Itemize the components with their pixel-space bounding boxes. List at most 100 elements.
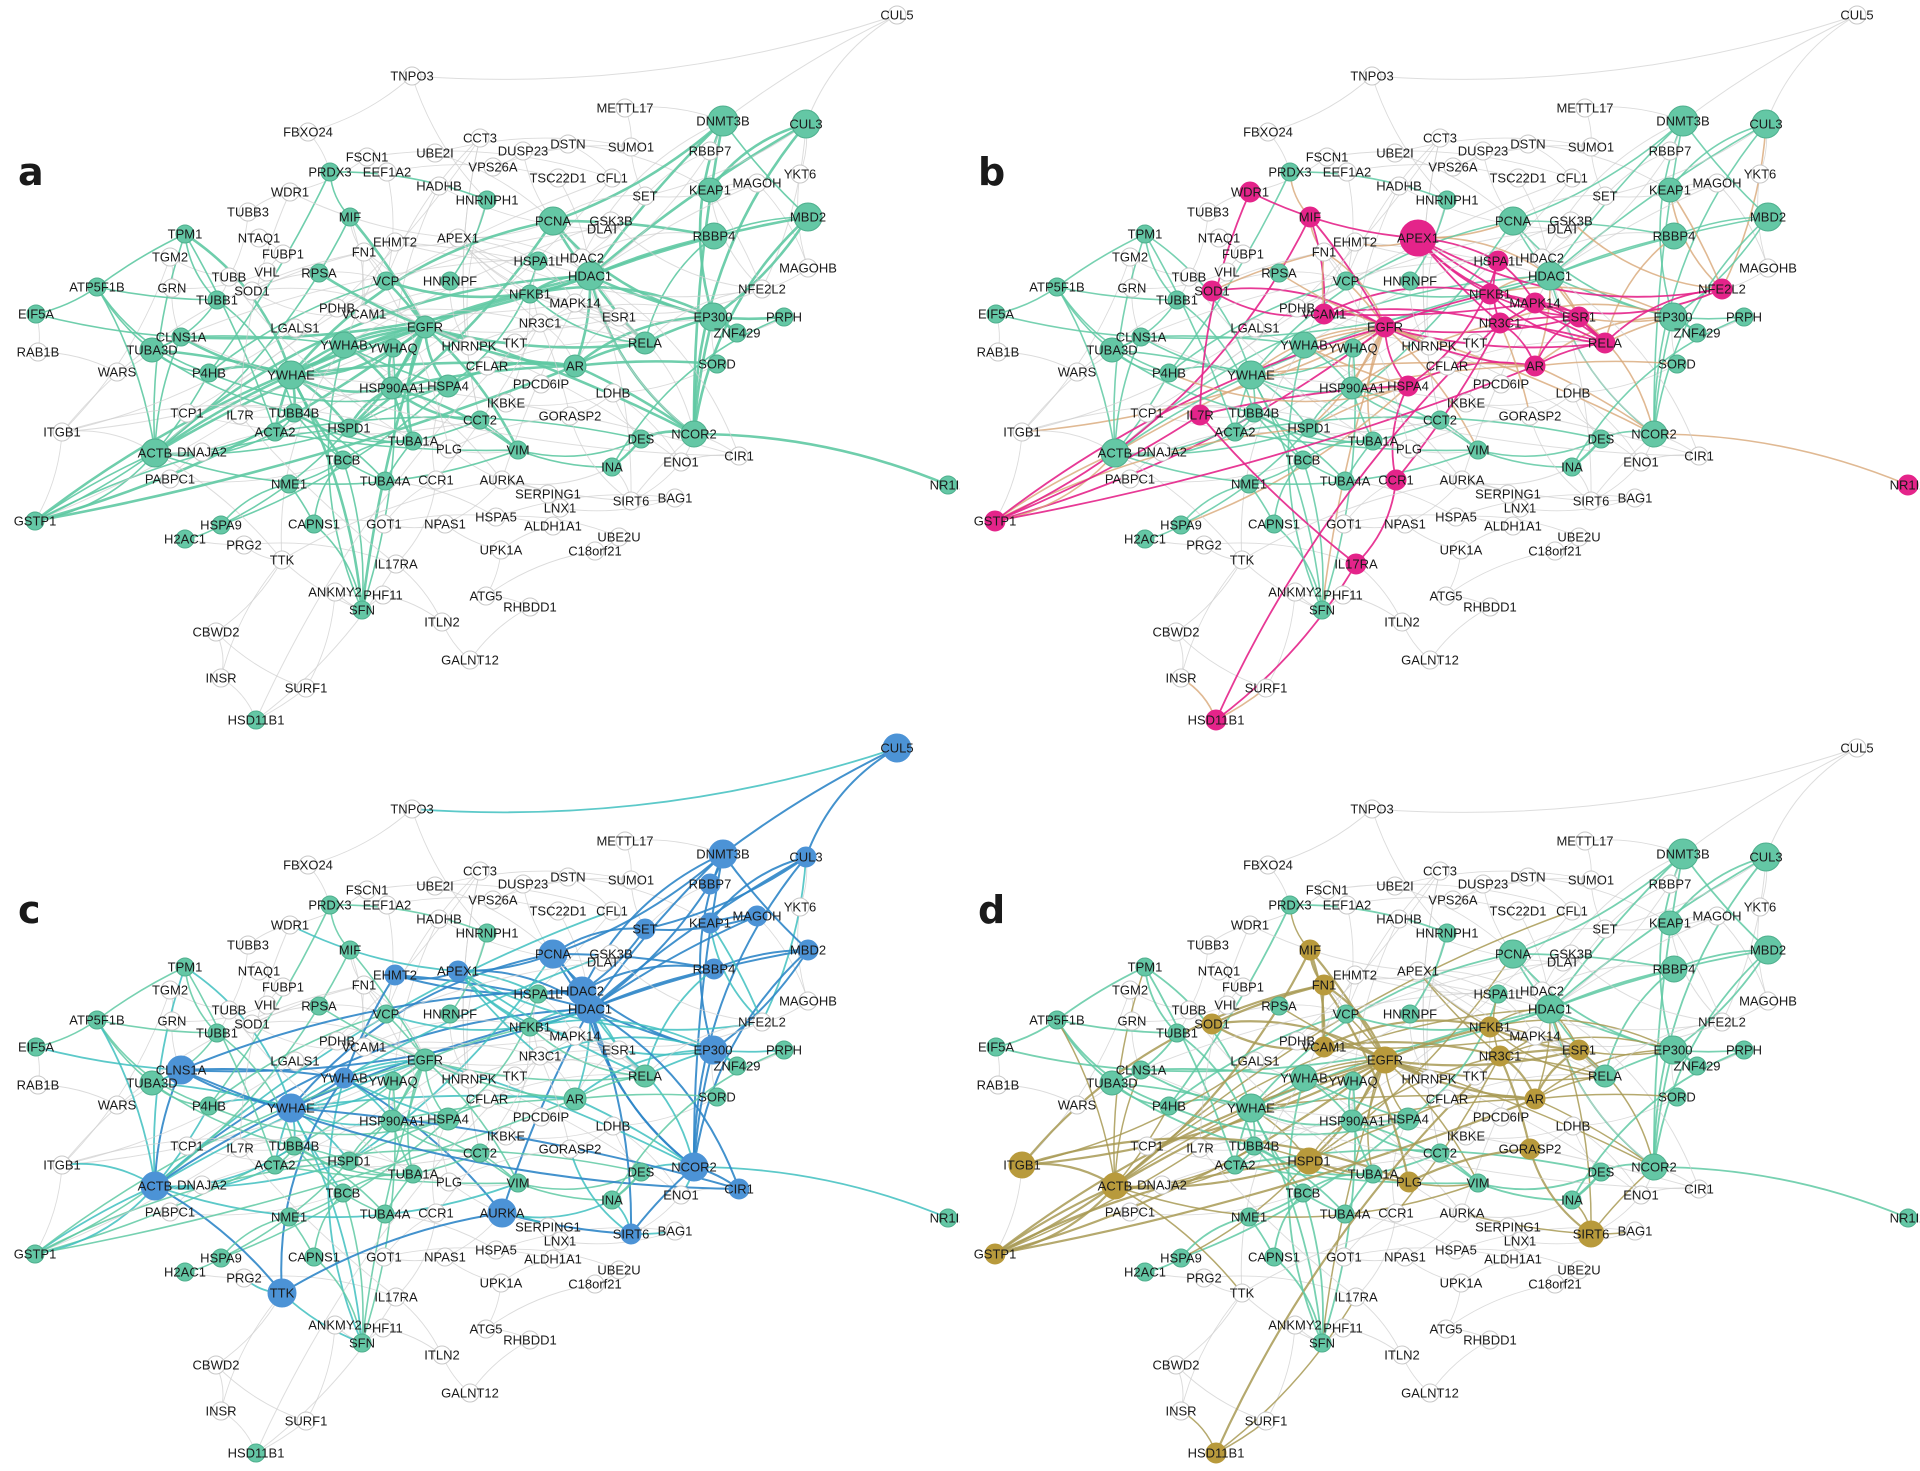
node-label-rela: RELA — [1588, 336, 1622, 351]
node-wdr1 — [280, 182, 300, 202]
node-sfn — [1312, 600, 1332, 620]
edge — [1140, 335, 1305, 346]
node-tuba4a — [1335, 1204, 1355, 1224]
node-label-vim: VIM — [506, 1176, 529, 1191]
edge-grey — [1445, 550, 1556, 597]
node-label-c18orf21: C18orf21 — [1528, 544, 1581, 559]
node-label-hspa1l: HSPA1L — [1474, 987, 1523, 1002]
node-atp5f1b — [87, 1010, 107, 1030]
node-label-sod1: SOD1 — [1194, 284, 1229, 299]
node-label-gsk3b: GSK3B — [589, 214, 632, 229]
node-cct2 — [470, 410, 490, 430]
node-magoh — [747, 173, 767, 193]
edge — [1303, 220, 1572, 346]
node-label-des: DES — [628, 432, 655, 447]
node-rbbp7 — [700, 141, 720, 161]
node-label-aldh1a1: ALDH1A1 — [1484, 1252, 1542, 1267]
edge — [1056, 966, 1146, 1021]
node-label-tsc22d1: TSC22D1 — [529, 904, 586, 919]
node-prdx3 — [320, 895, 340, 915]
node-cct2 — [470, 1143, 490, 1163]
edge-grey — [171, 271, 268, 289]
node-vcp — [376, 271, 396, 291]
edge — [1461, 466, 1573, 485]
node-label-nme1: NME1 — [271, 1210, 307, 1225]
node-label-ina: INA — [601, 1193, 623, 1208]
node-label-hnrnpf: HNRNPF — [1383, 1007, 1437, 1022]
node-hsp90aa1 — [380, 1109, 404, 1133]
edge — [1296, 228, 1564, 309]
node-aldh1a1 — [543, 1249, 563, 1269]
node-ywhae — [276, 360, 306, 390]
node-fscn1 — [357, 147, 377, 167]
node-dnaja2 — [1152, 442, 1172, 462]
node-label-cct3: CCT3 — [463, 864, 497, 879]
node-label-vhl: VHL — [1214, 265, 1239, 280]
node-lnx1 — [1510, 1231, 1530, 1251]
node-label-cct3: CCT3 — [1423, 864, 1457, 879]
node-label-p4hb: P4HB — [192, 1099, 226, 1114]
node-label-atg5: ATG5 — [470, 1322, 503, 1337]
node-label-ep300: EP300 — [1653, 1043, 1692, 1058]
node-label-tgm2: TGM2 — [152, 983, 188, 998]
edge — [581, 853, 724, 992]
node-layer — [25, 733, 958, 1463]
node-label-hadhb: HADHB — [1376, 179, 1422, 194]
node-label-ankmy2: ANKMY2 — [308, 585, 361, 600]
node-ube2i — [425, 143, 445, 163]
node-mapk14 — [1524, 292, 1546, 314]
node-tubb — [219, 1000, 239, 1020]
edge — [313, 1256, 363, 1344]
node-label-tcp1: TCP1 — [1130, 1139, 1163, 1154]
edge-grey — [186, 412, 481, 435]
node-label-rab1b: RAB1B — [17, 1078, 60, 1093]
edge — [644, 288, 763, 344]
node-fn1 — [1313, 974, 1335, 996]
node-label-ube2i: UBE2I — [1376, 879, 1414, 894]
node-label-cflar: CFLAR — [466, 359, 509, 374]
node-label-cfl1: CFL1 — [596, 171, 628, 186]
edge — [1512, 220, 1675, 237]
edge — [395, 479, 437, 565]
node-label-tnpo3: TNPO3 — [390, 69, 433, 84]
edge — [1534, 1049, 1674, 1100]
node-ar — [563, 1087, 587, 1111]
node-tubb1 — [207, 290, 227, 310]
node-label-phf11: PHF11 — [1323, 588, 1363, 603]
node-label-ykt6: YKT6 — [784, 900, 817, 915]
node-ube2u — [609, 527, 629, 547]
node-label-lnx1: LNX1 — [544, 1234, 577, 1249]
node-plg — [1399, 439, 1419, 459]
node-label-ina: INA — [1561, 460, 1583, 475]
edge — [34, 325, 426, 523]
node-serping1 — [1498, 1217, 1518, 1237]
edge — [151, 348, 292, 377]
node-cul3 — [791, 109, 821, 139]
node-eif5a — [986, 304, 1006, 324]
node-label-vcam1: VCAM1 — [1302, 1040, 1347, 1055]
edge — [1354, 241, 1543, 262]
panel-letter-c: c — [18, 888, 41, 932]
edge — [618, 316, 695, 435]
edge — [280, 1077, 345, 1294]
node-label-rhbdd1: RHBDD1 — [1463, 1333, 1516, 1348]
edge — [1323, 251, 1386, 328]
node-label-hdac1: HDAC1 — [568, 269, 612, 284]
node-ywhaq — [1343, 1071, 1363, 1091]
edge — [1056, 1019, 1116, 1187]
node-hnrnph1 — [477, 923, 497, 943]
node-vps26a — [483, 157, 503, 177]
node-pdhb — [1287, 1031, 1307, 1051]
node-label-vcp: VCP — [373, 274, 400, 289]
node-dstn — [1518, 134, 1538, 154]
node-plg — [439, 1172, 459, 1192]
node-label-egfr: EGFR — [1367, 320, 1403, 335]
node-tubb4b — [284, 1136, 304, 1156]
node-pcna — [538, 939, 568, 969]
edge-grey — [1265, 591, 1296, 689]
node-npas1 — [435, 514, 455, 534]
edge — [1407, 1094, 1536, 1120]
node-label-nfe2l2: NFE2L2 — [738, 1015, 786, 1030]
node-label-hnrnpf: HNRNPF — [423, 1007, 477, 1022]
